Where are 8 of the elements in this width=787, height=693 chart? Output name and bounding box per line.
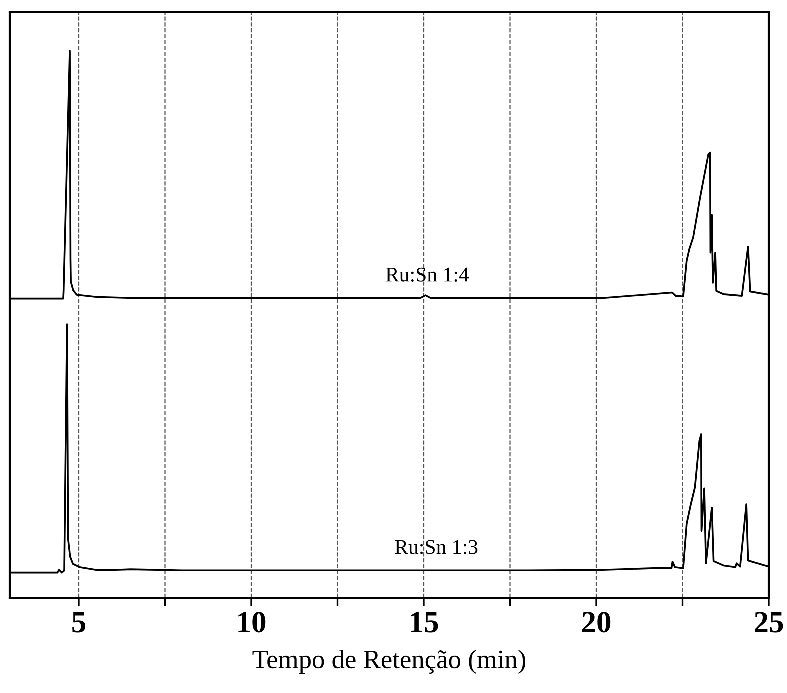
x-tick-label: 10 — [238, 612, 266, 633]
x-tick-label: 5 — [72, 612, 86, 633]
x-tick-label: 25 — [755, 612, 784, 633]
x-tick-label: 20 — [582, 612, 611, 633]
x-tick-label: 15 — [411, 612, 438, 633]
x-axis-title: Tempo de Retenção (min) — [252, 650, 526, 674]
series-label: Ru:Sn 1:4 — [386, 268, 470, 282]
series-label: Ru:Sn 1:3 — [395, 540, 478, 554]
